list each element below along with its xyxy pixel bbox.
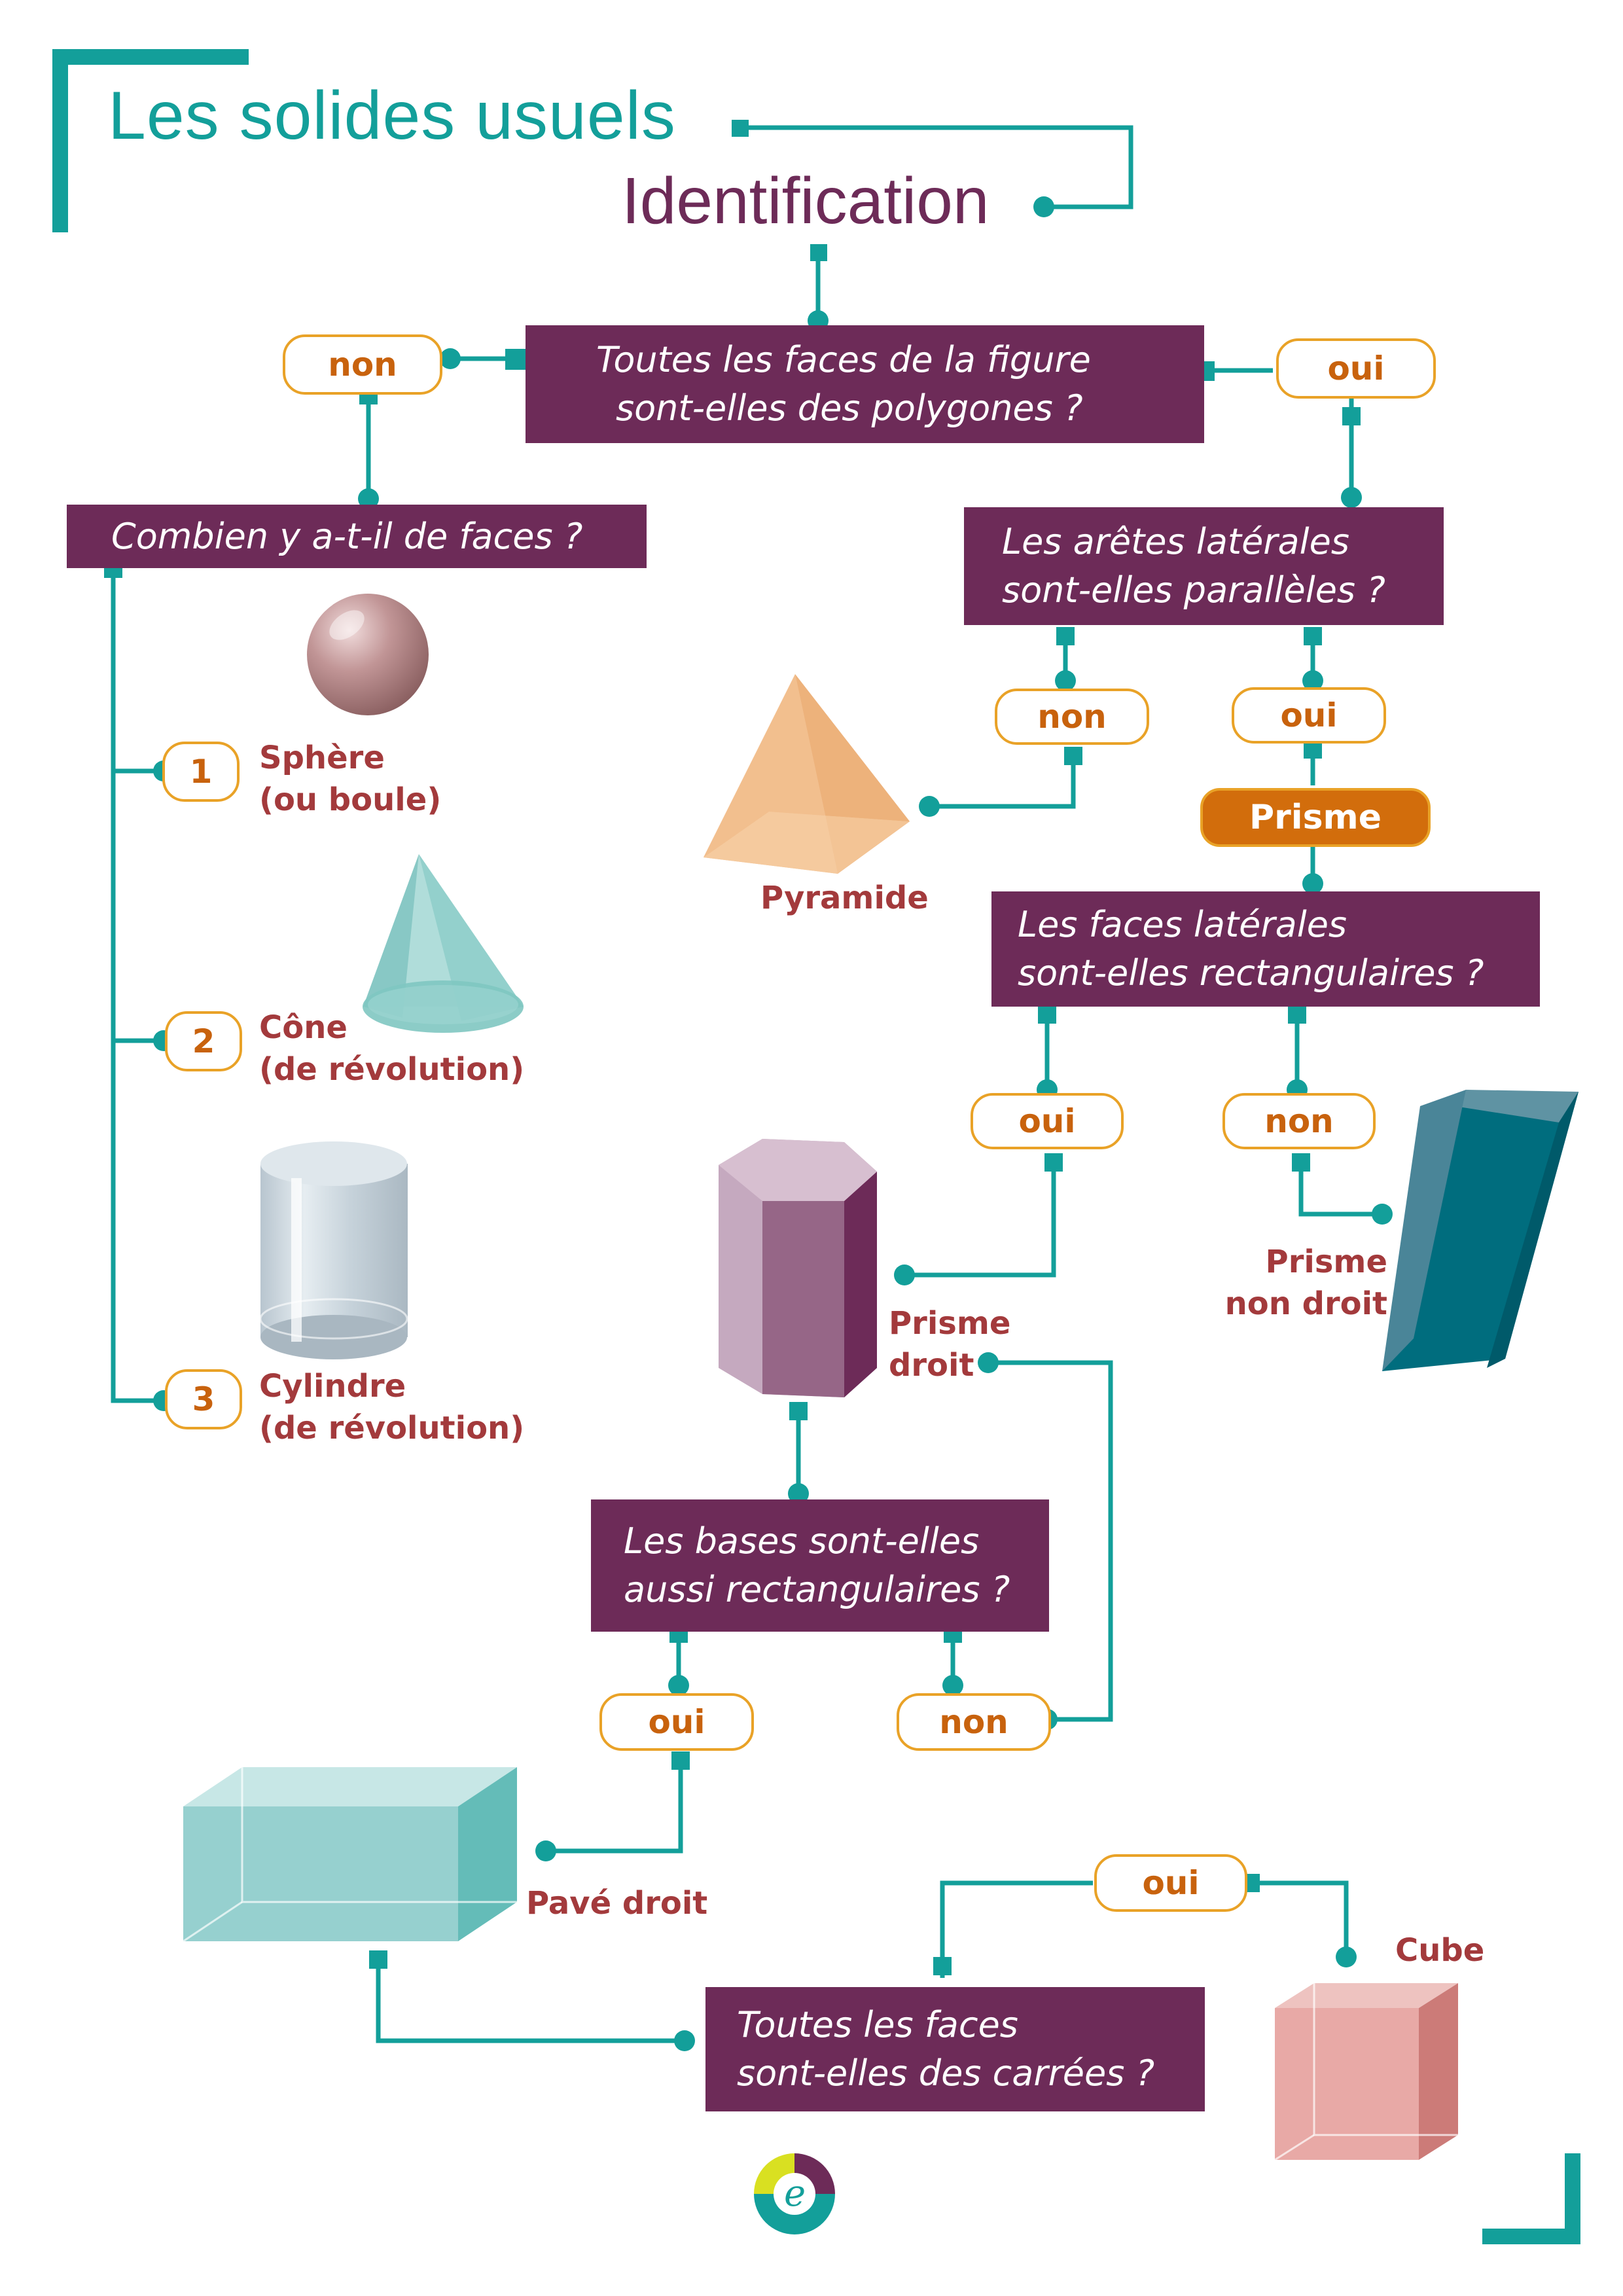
label-line: (ou boule) [259,781,442,818]
answer-oui-squares: oui [1094,1854,1247,1912]
cylinder-shape [259,1141,408,1359]
right-prism-label: Prisme droit [889,1302,1010,1386]
prism-badge: Prisme [1200,788,1431,847]
question-line: Toutes les faces [737,2004,1018,2045]
cylinder-label: Cylindre (de révolution) [259,1365,524,1449]
cuboid-shape [183,1767,517,1943]
corner-bracket-top-left [52,49,249,232]
logo-icon: e [754,2153,835,2234]
pyramid-shape [704,674,910,874]
face-count-1: 1 [162,742,240,802]
corner-bracket-bottom-right [1482,2153,1580,2244]
cone-shape [363,854,524,1033]
question-line: Combien y a-t-il de faces ? [111,515,583,557]
label-line: Cône [259,1009,348,1046]
answer-non-polygons: non [283,334,442,395]
label-line: Pyramide [760,880,929,916]
answer-oui-rectangular-faces: oui [971,1093,1124,1149]
page-subtitle: Identification [622,164,990,238]
face-count-2: 2 [165,1011,242,1071]
label-line: droit [889,1347,974,1384]
question-line: sont-elles rectangulaires ? [1018,952,1484,994]
pyramid-label: Pyramide [760,877,929,919]
label-line: Cube [1395,1932,1485,1969]
answer-non-rectangular-bases: non [897,1693,1051,1751]
answer-oui-rectangular-bases: oui [599,1693,754,1751]
question-box-all-faces-squares: Toutes les faces sont-elles des carrées … [705,1987,1205,2111]
question-line: sont-elles des carrées ? [737,2053,1155,2094]
question-line: aussi rectangulaires ? [624,1569,1010,1610]
question-line: Les faces latérales [1018,904,1347,945]
question-box-lateral-edges-parallel: Les arêtes latérales sont-elles parallèl… [964,507,1444,625]
label-line: non droit [1224,1285,1387,1322]
sphere-label: Sphère (ou boule) [259,737,441,821]
face-count-3: 3 [165,1369,242,1429]
svg-text:e: e [784,2172,806,2215]
answer-non-rectangular-faces: non [1222,1093,1376,1149]
question-box-all-faces-polygons: Toutes les faces de la figure sont-elles… [526,325,1204,443]
answer-oui-polygons: oui [1276,338,1436,399]
question-box-bases-rectangular: Les bases sont-elles aussi rectangulaire… [591,1499,1049,1632]
question-box-lateral-faces-rectangular: Les faces latérales sont-elles rectangul… [991,891,1540,1007]
label-line: (de révolution) [259,1410,525,1446]
cube-shape [1274,1983,1458,2161]
label-line: (de révolution) [259,1051,525,1088]
right-prism-shape [719,1139,877,1397]
label-line: Sphère [259,740,385,776]
answer-non-parallel: non [995,689,1149,745]
label-line: Prisme [1265,1244,1387,1280]
cone-label: Cône (de révolution) [259,1007,524,1090]
question-line: sont-elles des polygones ? [616,387,1083,429]
question-line: Les arêtes latérales [1002,521,1349,562]
oblique-prism-shape [1382,1090,1578,1371]
question-line: Les bases sont-elles [624,1520,980,1562]
page-title: Les solides usuels [108,78,676,154]
cuboid-label: Pavé droit [526,1882,707,1924]
label-line: Pavé droit [526,1885,708,1922]
cube-label: Cube [1395,1929,1484,1971]
sphere-shape [307,594,429,715]
label-line: Prisme [889,1305,1011,1342]
oblique-prism-label: Prisme non droit [1219,1241,1387,1325]
question-box-face-count: Combien y a-t-il de faces ? [67,505,647,568]
label-line: Cylindre [259,1368,406,1405]
question-line: sont-elles parallèles ? [1002,569,1385,611]
answer-oui-parallel: oui [1232,687,1386,744]
question-line: Toutes les faces de la figure [596,339,1091,380]
